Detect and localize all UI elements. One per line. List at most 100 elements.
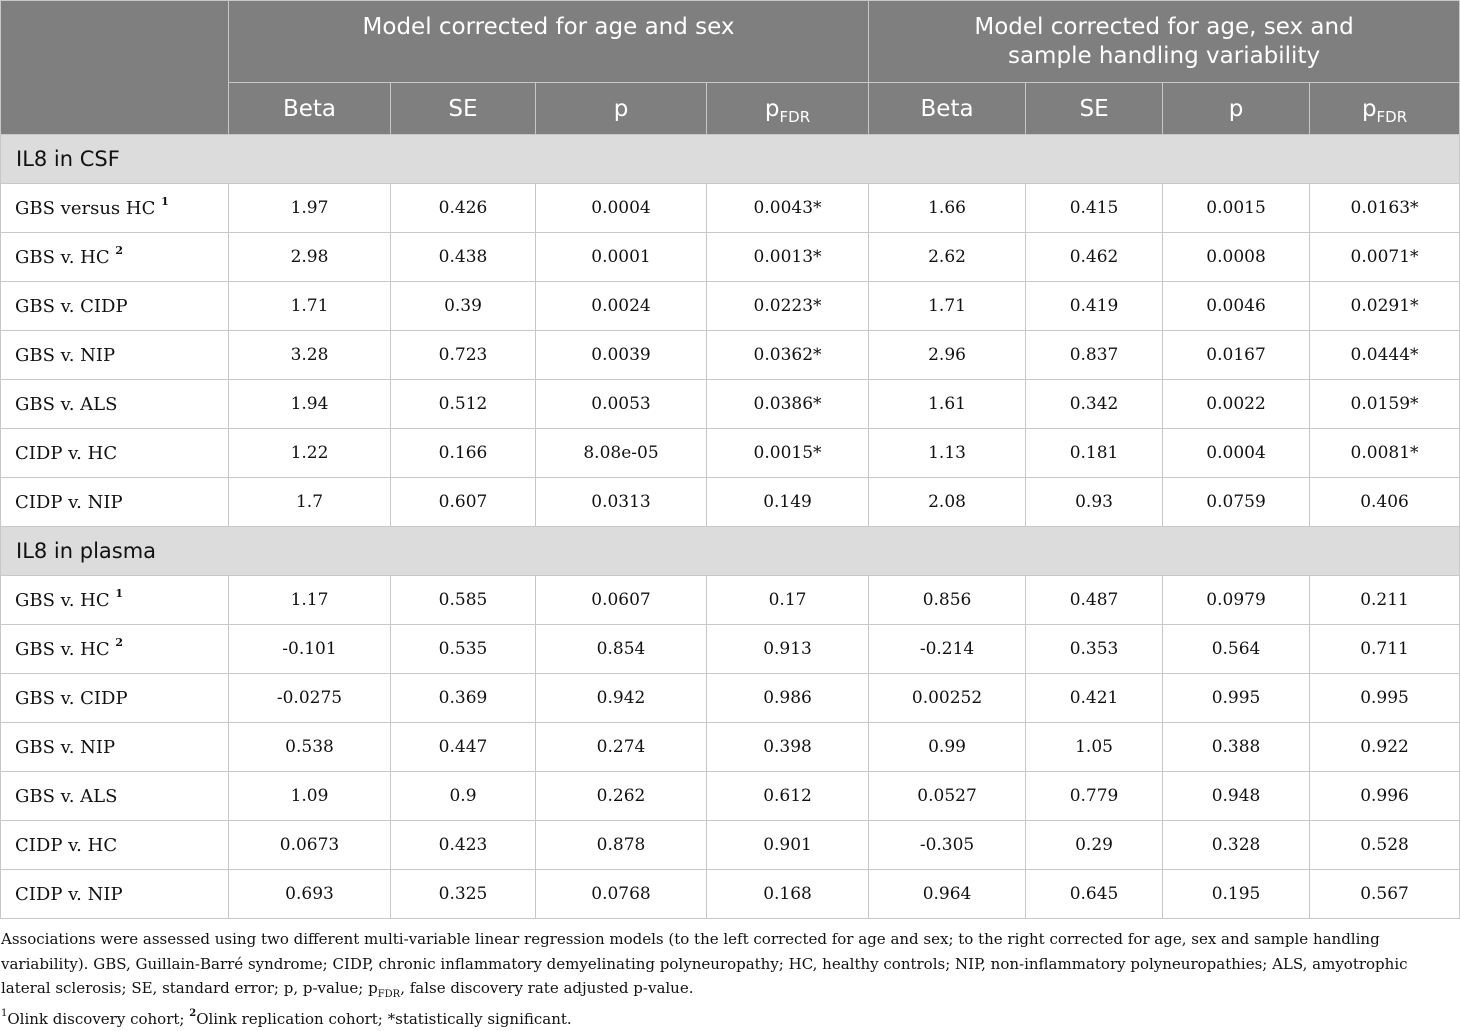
table-cell: 0.419 [1025,281,1164,331]
table-cell: 3.28 [228,330,391,380]
table-cell: 0.462 [1025,232,1164,282]
header-empty-cell [0,0,229,135]
table-cell: 1.97 [228,183,391,233]
table-cell: 0.0053 [535,379,707,429]
row-label: GBS v. CIDP [0,281,229,331]
table-row: GBS v. NIP 0.538 0.447 0.274 0.398 0.99 1.05 0.… [0,722,1460,772]
abbreviations-note: Associations were assessed using two dif… [1,930,1408,1001]
table-cell: 0.995 [1162,673,1311,723]
table-cell: 1.94 [228,379,391,429]
table-cell: 0.487 [1025,575,1164,625]
table-cell: 0.426 [390,183,536,233]
table-cell: 0.388 [1162,722,1311,772]
table-cell: 0.0159* [1309,379,1460,429]
row-label: GBS v. HC 2 [0,232,229,282]
table-cell: 0.535 [390,624,536,674]
table-cell: 0.693 [228,869,391,919]
table-cell: 0.0043* [705,183,870,233]
table-cell: 0.0008 [1162,232,1311,282]
table-cell: 0.0607 [535,575,707,625]
table-cell: 0.645 [1025,869,1164,919]
table-cell: 0.168 [705,869,870,919]
table-cell: 1.66 [868,183,1027,233]
row-label: CIDP v. HC [0,820,229,870]
row-label: GBS versus HC 1 [0,183,229,233]
table-cell: 0.0527 [868,771,1027,821]
table-cell: 0.262 [535,771,707,821]
table-cell: 1.61 [868,379,1027,429]
table-cell: 0.0081* [1309,428,1460,478]
table-cell: 1.7 [228,477,391,527]
table-cell: 0.0022 [1162,379,1311,429]
table-cell: 0.901 [705,820,870,870]
header-group-age-sex: Model corrected for age and sex [227,0,870,83]
table-footnotes: Associations were assessed using two dif… [1,927,1459,1031]
column-header: p [535,82,707,135]
table-cell: 0.149 [705,477,870,527]
table-row: GBS v. CIDP -0.0275 0.369 0.942 0.986 0.00252… [0,673,1460,723]
table-header: Model corrected for age and sex Model co… [0,0,1460,135]
table-row: GBS versus HC 1 1.97 0.426 0.0004 0.0043* 1.6… [0,183,1460,233]
table-cell: 0.406 [1309,477,1460,527]
table-row: GBS v. CIDP 1.71 0.39 0.0024 0.0223* 1.71 0.41… [0,281,1460,331]
table-cell: 0.711 [1309,624,1460,674]
table-cell: 0.948 [1162,771,1311,821]
table-cell: 0.9 [390,771,536,821]
table-cell: 0.0167 [1162,330,1311,380]
table-cell: 0.211 [1309,575,1460,625]
table-cell: 0.0979 [1162,575,1311,625]
table-row: GBS v. NIP 3.28 0.723 0.0039 0.0362* 2.96 0.83… [0,330,1460,380]
row-label: CIDP v. NIP [0,869,229,919]
table-cell: 0.0004 [1162,428,1311,478]
table-row: GBS v. HC 2 2.98 0.438 0.0001 0.0013* 2.62 0.4… [0,232,1460,282]
table-row: CIDP v. NIP 0.693 0.325 0.0768 0.168 0.964 0.6… [0,869,1460,919]
table-cell: 0.0024 [535,281,707,331]
table-cell: 0.0291* [1309,281,1460,331]
column-header: Beta [228,82,391,135]
table-cell: 0.0444* [1309,330,1460,380]
table-cell: 0.29 [1025,820,1164,870]
column-header: pFDR [705,82,870,135]
table-cell: 0.0046 [1162,281,1311,331]
section-row: IL8 in plasma [0,526,1460,576]
table-cell: 0.421 [1025,673,1164,723]
table-cell: 0.878 [535,820,707,870]
table-cell: 0.585 [390,575,536,625]
table-cell: 1.22 [228,428,391,478]
table-cell: 0.0768 [535,869,707,919]
table-cell: -0.214 [868,624,1027,674]
table-cell: 0.447 [390,722,536,772]
table-cell: 0.942 [535,673,707,723]
table-cell: 0.0004 [535,183,707,233]
table-cell: 0.0759 [1162,477,1311,527]
table-cell: 0.0223* [705,281,870,331]
table-cell: 0.274 [535,722,707,772]
table-cell: 0.528 [1309,820,1460,870]
table-cell: 0.564 [1162,624,1311,674]
table-cell: 0.779 [1025,771,1164,821]
row-label: CIDP v. HC [0,428,229,478]
table-cell: 0.0386* [705,379,870,429]
table-row: CIDP v. HC 1.22 0.166 8.08e-05 0.0015* 1.13 0.… [0,428,1460,478]
table-cell: 0.612 [705,771,870,821]
header-group-label: Model corrected for age, sex and sample … [974,13,1354,69]
cohort-note: 1Olink discovery cohort; 2Olink replicat… [1,1007,572,1028]
table-cell: 0.0015 [1162,183,1311,233]
table-row: CIDP v. HC 0.0673 0.423 0.878 0.901 -0.305 0.2… [0,820,1460,870]
table-cell: 0.00252 [868,673,1027,723]
table-cell: 0.398 [705,722,870,772]
row-label: GBS v. HC 1 [0,575,229,625]
table-cell: 0.607 [390,477,536,527]
results-table: Model corrected for age and sex Model co… [0,0,1460,919]
table-cell: 0.995 [1309,673,1460,723]
table-cell: 2.98 [228,232,391,282]
row-label: GBS v. CIDP [0,673,229,723]
row-label: GBS v. ALS [0,379,229,429]
table-row: GBS v. HC 1 1.17 0.585 0.0607 0.17 0.856 0.487… [0,575,1460,625]
table-row: GBS v. ALS 1.09 0.9 0.262 0.612 0.0527 0.779 0.… [0,771,1460,821]
table-cell: 0.438 [390,232,536,282]
table-row: CIDP v. NIP 1.7 0.607 0.0313 0.149 2.08 0.93 0.… [0,477,1460,527]
table-cell: 2.62 [868,232,1027,282]
row-label: GBS v. ALS [0,771,229,821]
table-cell: 0.0071* [1309,232,1460,282]
